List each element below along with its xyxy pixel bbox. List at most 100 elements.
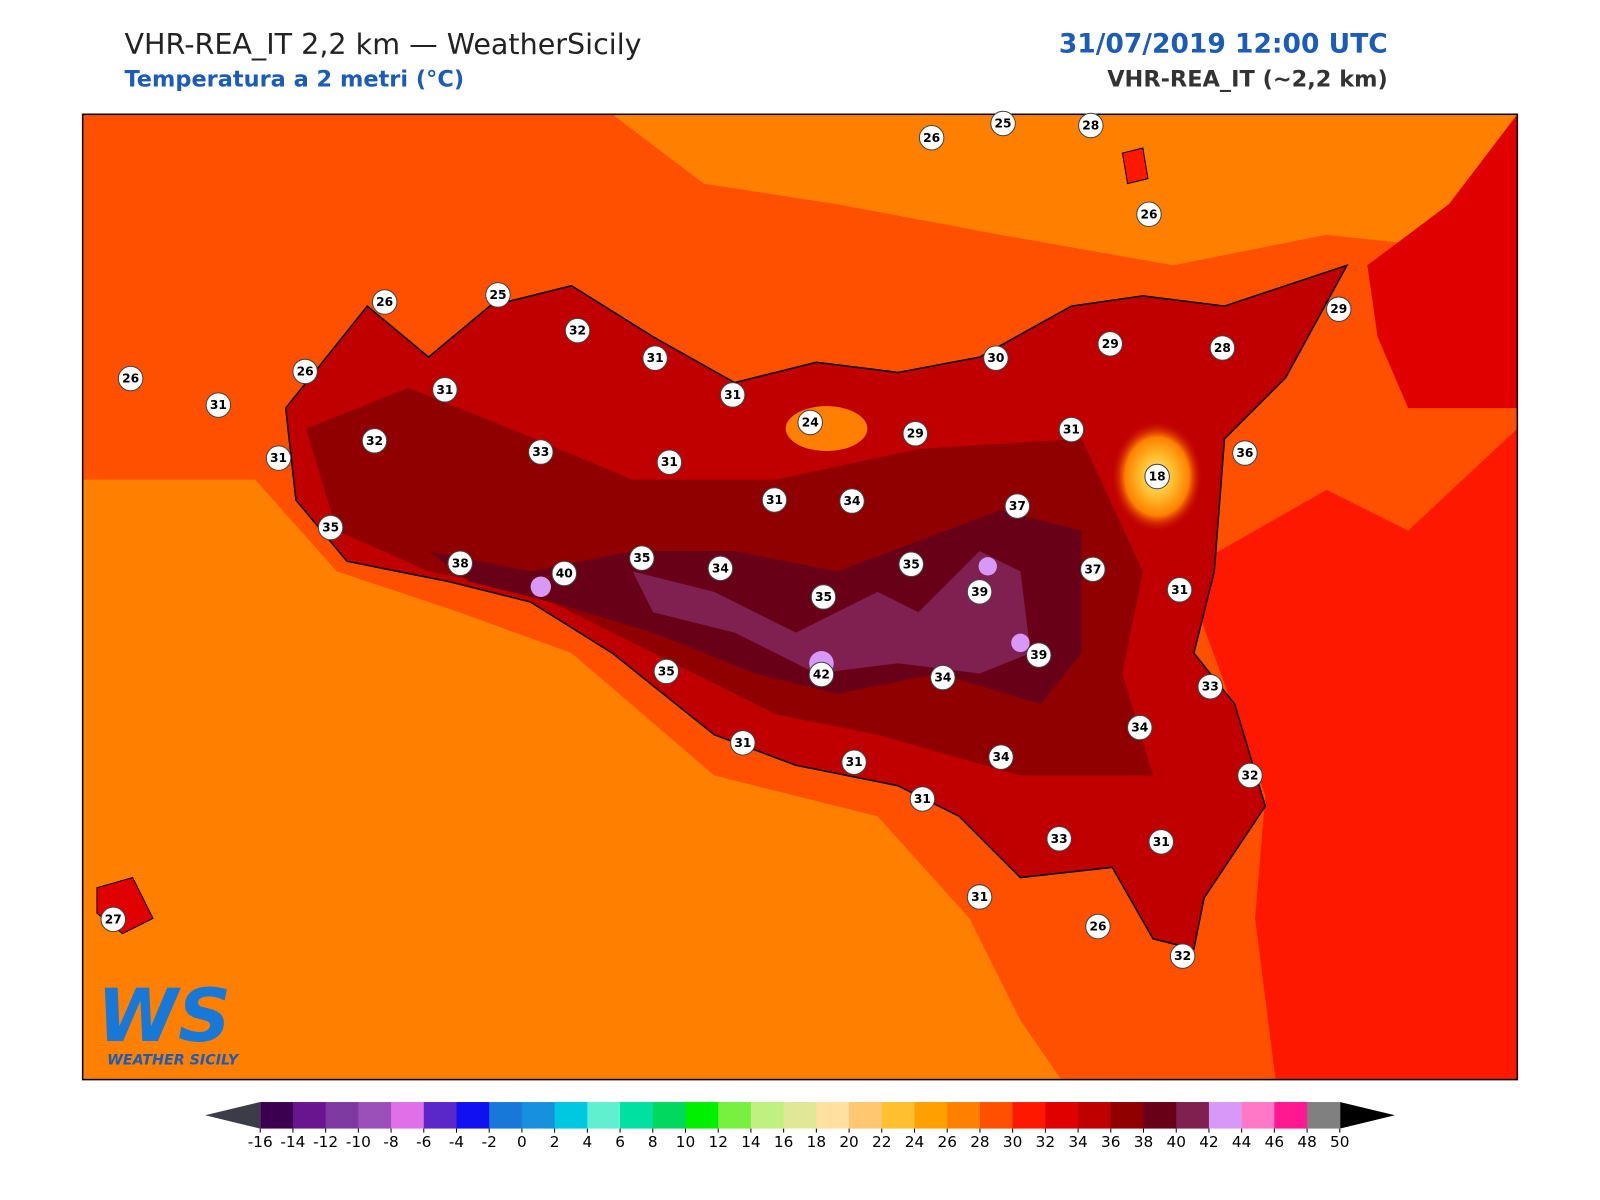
colorbar-tick-label: -8 [383,1133,398,1151]
colorbar-bin [1208,1102,1243,1129]
station-value: 31 [971,890,988,904]
station-marker [117,365,144,392]
station-marker [966,884,993,910]
colorbar: -16 -14 -12 -10 -8 -6 -4 -2 0 2 4 6 8 10 12 14 16 18 20 22 2… [205,1102,1395,1151]
colorbar-tick-label: 22 [872,1133,891,1151]
station-value: 34 [993,750,1010,764]
station-marker [808,661,835,688]
station-value: 32 [1174,949,1191,963]
station: 31 [841,749,867,776]
map: WS WEATHER SICILY [81,113,1519,1081]
station: 26 [1085,913,1111,940]
station: 31 [656,449,683,475]
station: 34 [707,555,734,582]
colorbar-bin [750,1102,785,1129]
station: 31 [432,377,458,403]
station: 33 [1046,826,1072,852]
colorbar-bin [325,1102,359,1129]
colorbar-bin [783,1102,817,1129]
station-marker [797,409,823,436]
station-value: 33 [532,445,549,459]
colorbar-tick-label: 4 [582,1133,592,1151]
station-value: 34 [934,671,951,685]
station-value: 31 [210,398,227,412]
colorbar-tick-label: 46 [1265,1133,1284,1151]
station-marker [564,317,591,344]
aeolian [1121,147,1149,185]
station-marker [642,345,668,371]
colorbar-bin [391,1102,425,1129]
station: 30 [983,345,1009,371]
station-marker [1085,913,1111,940]
station-value: 33 [1202,680,1219,694]
map-frame [81,113,1519,1081]
station: 35 [898,551,924,578]
station-marker [653,658,680,685]
colorbar-tick-label: 44 [1232,1133,1251,1151]
station-value: 39 [1030,648,1047,662]
station-marker [656,449,683,475]
datetime: 31/07/2019 12:00 UTC [1059,28,1388,59]
station-value: 31 [766,493,783,507]
station-value: 31 [914,792,931,806]
colorbar-bin [1241,1102,1275,1129]
station-value: 31 [270,451,287,465]
station-value: 27 [105,912,122,926]
colorbar-bin [554,1102,588,1129]
station: 38 [447,550,473,577]
colorbar-tick-label: 8 [648,1133,658,1151]
station-value: 39 [971,585,988,599]
station: 35 [810,584,837,610]
station-value: 34 [712,561,729,575]
colorbar-tick-label: 20 [839,1133,858,1151]
station: 39 [1026,642,1052,668]
stations: 26 25 28 26 26 25 32 31 26 31 26 31 31 30 29 28 29 31 32 33… [100,110,1352,969]
station-marker [966,579,993,605]
station-marker [1127,714,1153,741]
station-value: 32 [366,434,383,448]
colorbar-tick-label: 38 [1134,1133,1153,1151]
colorbar-bin [718,1102,752,1129]
peak-spot [978,557,997,576]
station-marker [730,730,756,756]
station-value: 18 [1149,470,1166,484]
station-value: 28 [1214,341,1231,355]
station-value: 31 [724,388,741,402]
station: 31 [761,487,788,513]
station-marker [432,377,458,403]
station-marker [1078,112,1104,139]
colorbar-tick-label: -4 [449,1133,464,1151]
station: 40 [551,560,578,587]
colorbar-tick-label: 34 [1068,1133,1087,1151]
station-marker [841,749,867,776]
station-value: 31 [1171,583,1188,597]
station: 35 [653,658,680,685]
logo-text: WEATHER SICILY [107,1052,240,1068]
station: 34 [930,664,956,691]
station-value: 34 [1131,721,1148,735]
title: VHR-REA_IT 2,2 km — WeatherSicily [124,27,641,61]
station: 26 [292,358,318,385]
station: 29 [1326,296,1352,322]
colorbar-tick-label: 18 [807,1133,826,1151]
colorbar-bin [1274,1102,1308,1129]
station-value: 34 [844,494,861,508]
station-marker [988,744,1014,770]
station-marker [1209,335,1236,361]
colorbar-tick-label: -6 [416,1133,431,1151]
station-marker [1144,463,1170,490]
colorbar-tick-label: 24 [905,1133,924,1151]
station: 26 [918,125,945,151]
station-value: 28 [1082,119,1099,133]
station: 28 [1078,112,1104,139]
station-marker [990,110,1016,137]
station-marker [1004,493,1031,519]
station-marker [1058,416,1085,443]
calabria [1367,114,1518,409]
peak-spot [530,576,552,597]
station-marker [1046,826,1072,852]
colorbar-tick-label: -2 [482,1133,497,1151]
ionian-warm [1183,428,1518,1080]
colorbar-tick-label: 26 [937,1133,956,1151]
colorbar-bin [456,1102,490,1129]
